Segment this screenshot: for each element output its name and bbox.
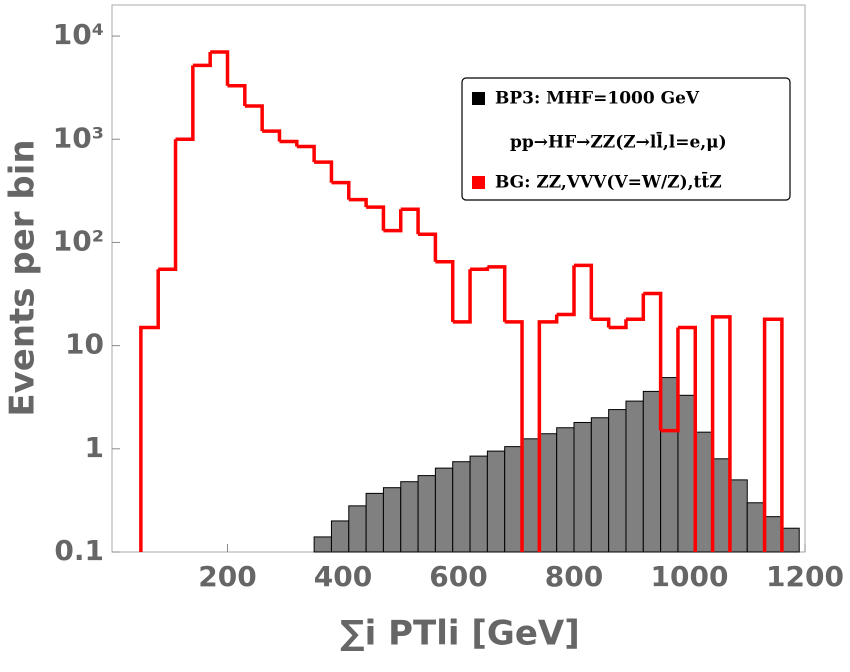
- histogram-step: [504, 320, 524, 552]
- histogram-bar: [400, 481, 419, 553]
- histogram-bar: [660, 377, 679, 553]
- histogram-bar: [452, 461, 471, 553]
- histogram-bar: [417, 475, 436, 553]
- histogram-step: [366, 205, 386, 231]
- histogram-step: [348, 197, 368, 208]
- histogram-step: [192, 52, 212, 68]
- histogram-step: [296, 144, 316, 163]
- histogram-step: [556, 265, 576, 317]
- y-tick-label: 10: [65, 328, 104, 361]
- histogram-bar: [781, 527, 800, 553]
- histogram-step: [487, 265, 507, 322]
- histogram-step: [314, 160, 334, 183]
- histogram-bar: [573, 421, 592, 553]
- histogram-bar: [712, 458, 731, 553]
- histogram-step: [677, 325, 698, 552]
- histogram-bar: [538, 433, 558, 553]
- histogram-bar: [486, 450, 506, 553]
- histogram-bar: [625, 400, 644, 553]
- histogram-bar: [608, 409, 627, 553]
- histogram-bar: [330, 520, 350, 553]
- histogram-step: [331, 180, 351, 200]
- x-tick-label: 600: [429, 560, 487, 593]
- legend: BP3: MHF=1000 GeV pp→HF→ZZ(Z→ll̄,l=e,μ) BG…: [461, 77, 791, 201]
- histogram-bar: [469, 455, 488, 553]
- histogram-bar: [694, 431, 714, 553]
- histogram-step: [139, 269, 160, 552]
- legend-box: [461, 77, 791, 201]
- histogram-step: [537, 314, 559, 552]
- x-axis-label: ∑i PTli [GeV]: [340, 614, 580, 654]
- x-tick-label: 400: [314, 560, 372, 593]
- histogram-step: [383, 209, 403, 233]
- y-tick-label: 10³: [53, 121, 104, 154]
- histogram-step: [710, 315, 732, 552]
- histogram-step: [279, 139, 299, 147]
- y-tick-label: 10⁴: [53, 18, 104, 51]
- x-tick-label: 1200: [766, 560, 844, 593]
- histogram-step: [227, 83, 247, 107]
- histogram-bar: [521, 438, 540, 553]
- histogram-bar: [348, 505, 367, 553]
- histogram-step: [435, 259, 455, 322]
- histogram-step: [643, 291, 663, 431]
- histogram-bar: [556, 427, 575, 553]
- histogram-step: [591, 317, 611, 328]
- histogram-step: [400, 207, 420, 235]
- legend-label: BG: ZZ,VVV(V=W/Z),tt̄Z: [495, 171, 722, 192]
- histogram-step: [762, 317, 784, 552]
- histogram-bar: [642, 390, 662, 553]
- x-tick-label: 200: [198, 560, 256, 593]
- histogram-step: [574, 263, 594, 320]
- histogram-bar: [504, 446, 523, 553]
- histogram-bar: [590, 417, 610, 553]
- histogram-step: [418, 232, 438, 262]
- histogram-step: [158, 139, 178, 271]
- annotation: pp→HF→ZZ(Z→ll̄,l=e,μ): [510, 131, 727, 152]
- y-tick-label: 0.1: [54, 534, 104, 567]
- legend-label: BP3: MHF=1000 GeV: [495, 89, 700, 109]
- histogram-bar: [677, 394, 696, 553]
- histogram-bar: [764, 516, 783, 553]
- histogram-step: [625, 293, 646, 322]
- histogram-step: [210, 50, 230, 86]
- histogram-bar: [382, 487, 402, 553]
- histogram-step: [660, 327, 680, 433]
- histogram-bar: [313, 536, 332, 553]
- histogram-step: [470, 266, 490, 271]
- legend-swatch: [472, 92, 485, 105]
- x-tick-label: 800: [545, 560, 603, 593]
- y-axis-label: Events per bin: [3, 139, 43, 416]
- histogram-step: [175, 65, 195, 141]
- legend-swatch: [472, 176, 485, 189]
- histogram-bar: [365, 492, 384, 553]
- y-tick-label: 1: [85, 431, 104, 464]
- histogram-bar: [746, 502, 766, 553]
- x-tick-label: 1000: [651, 560, 729, 593]
- histogram-step: [452, 269, 472, 324]
- histogram-step: [608, 319, 628, 330]
- histogram-bar: [434, 467, 454, 553]
- histogram-bar: [729, 479, 748, 553]
- y-tick-label: 10²: [53, 224, 104, 257]
- histogram-step: [244, 104, 264, 132]
- histogram-step: [262, 129, 282, 142]
